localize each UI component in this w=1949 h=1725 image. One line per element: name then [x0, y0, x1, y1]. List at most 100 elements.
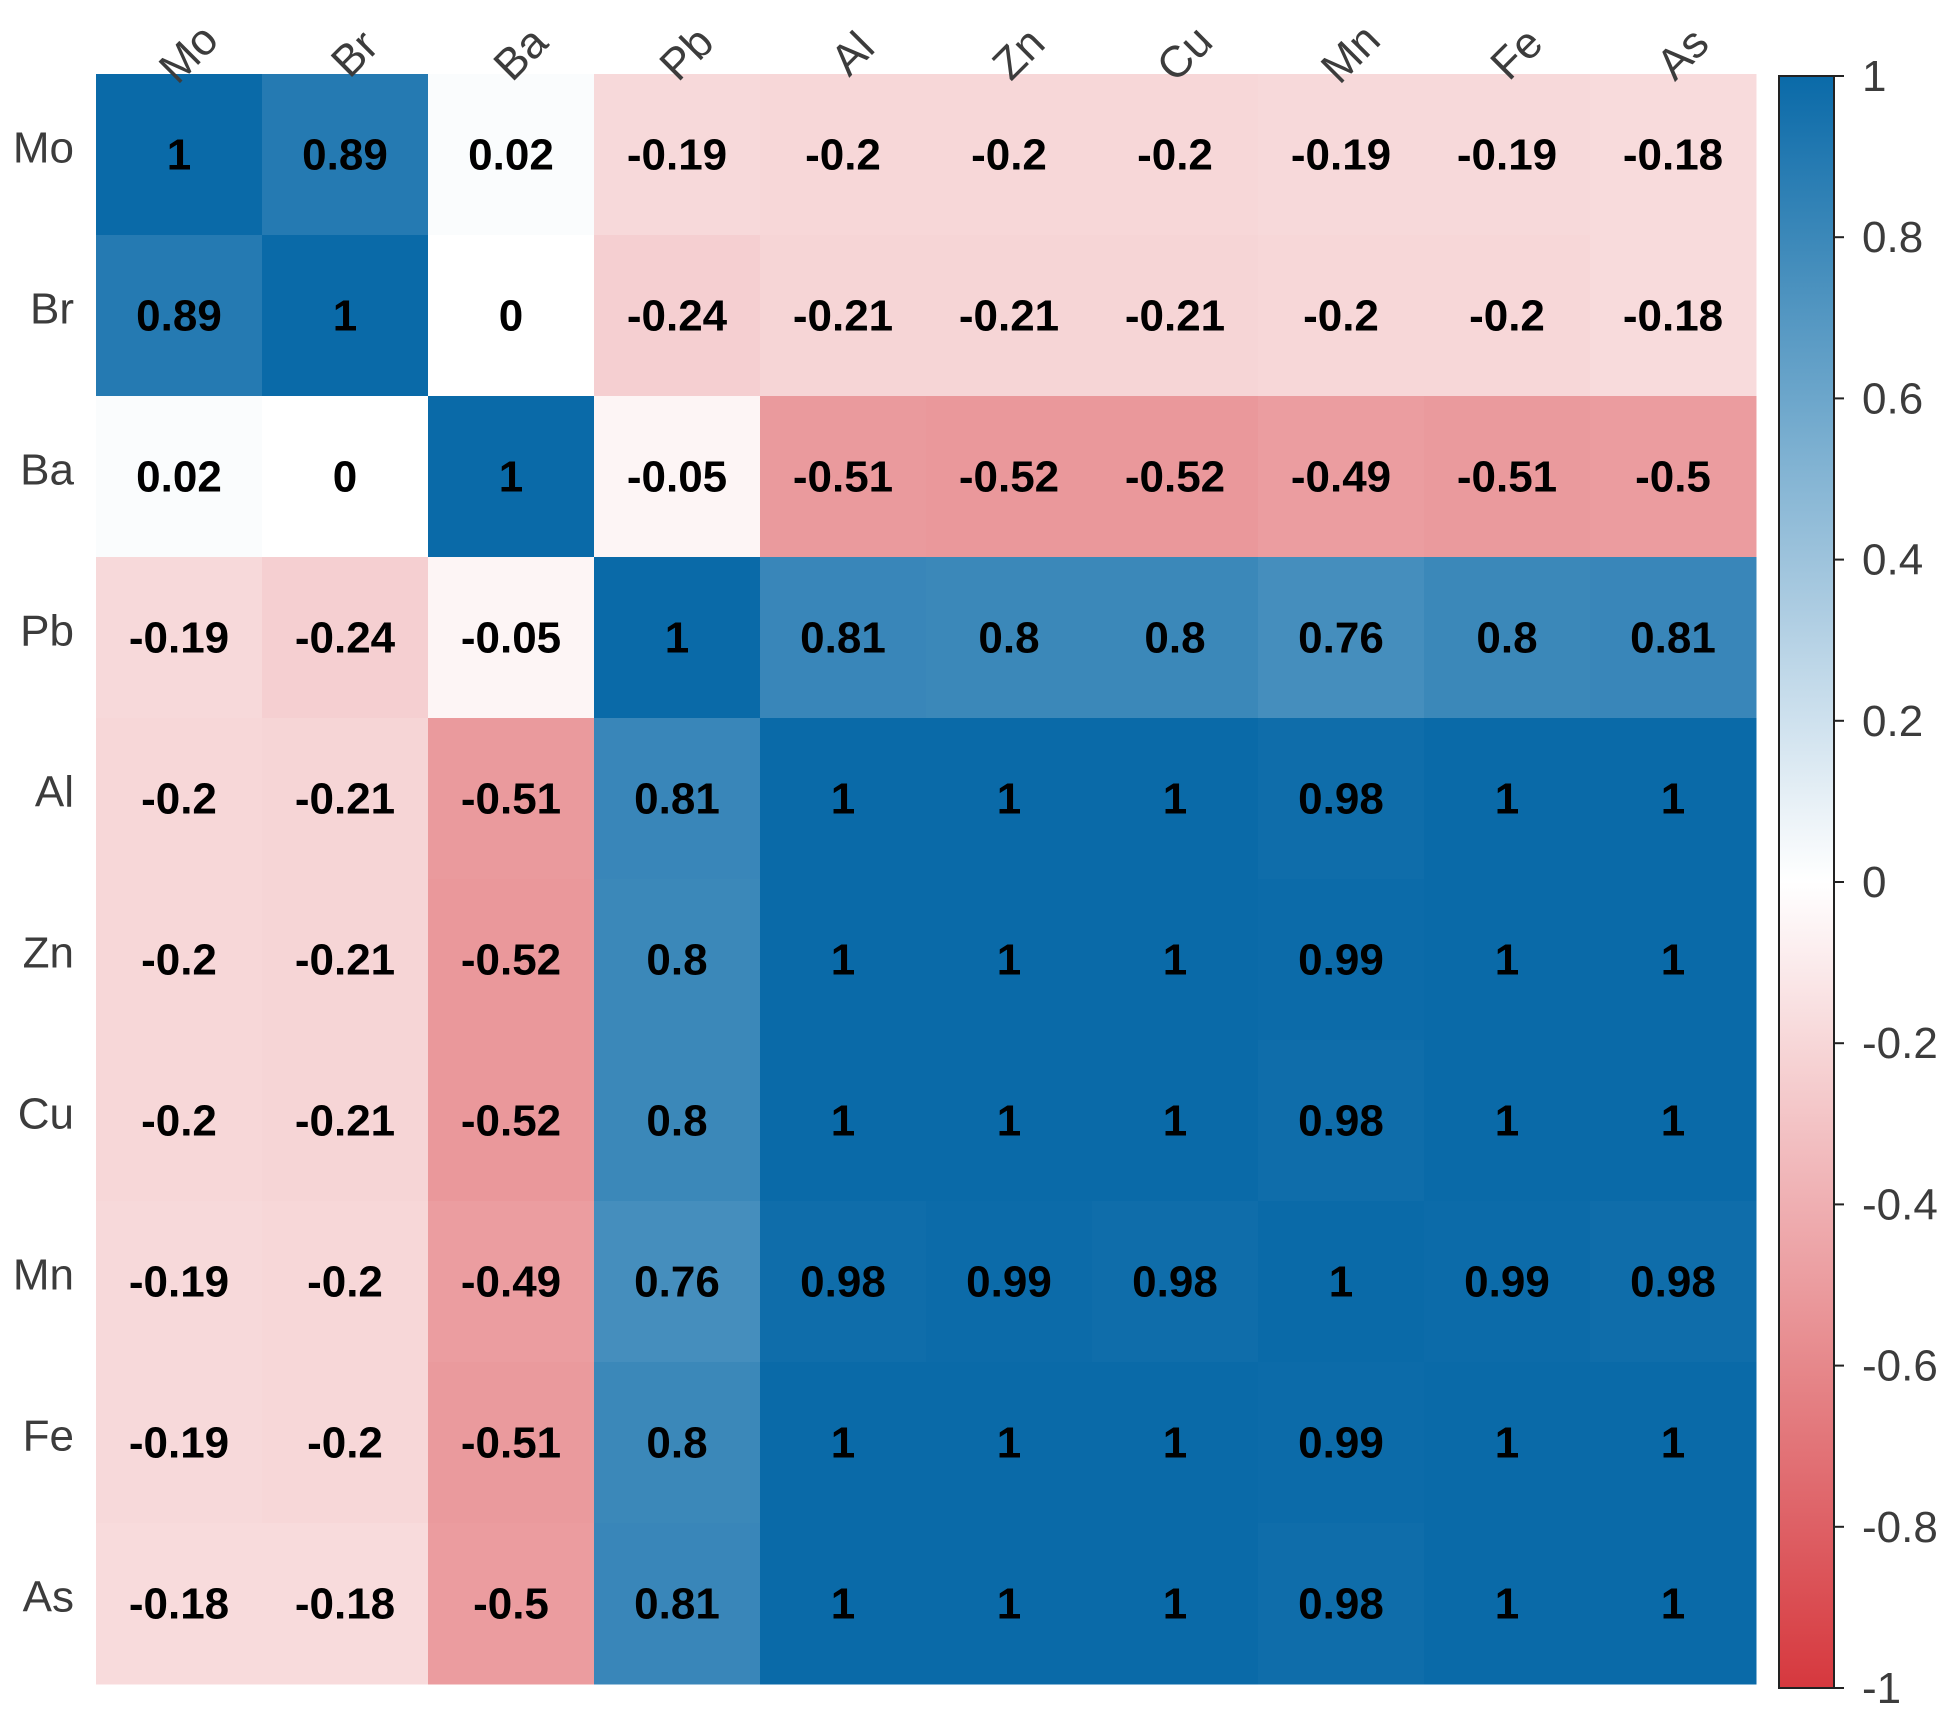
- heatmap-cell-Zn-As: [1590, 879, 1757, 1041]
- cell-value-Al-Zn: 1: [997, 775, 1021, 824]
- cell-value-Br-Cu: -0.21: [1125, 292, 1225, 341]
- cell-value-As-As: 1: [1661, 1580, 1685, 1629]
- row-label-As: As: [23, 1573, 74, 1622]
- cell-value-As-Mo: -0.18: [129, 1580, 229, 1629]
- cell-value-Al-Ba: -0.51: [461, 775, 561, 824]
- heatmap-cell-Zn-Ba: [428, 879, 595, 1041]
- cell-value-Al-As: 1: [1661, 775, 1685, 824]
- heatmap-cell-As-Zn: [926, 1523, 1093, 1685]
- cell-value-Fe-As: 1: [1661, 1419, 1685, 1468]
- cell-value-Br-Mo: 0.89: [136, 292, 222, 341]
- heatmap-cell-Cu-As: [1590, 1040, 1757, 1202]
- cell-value-Cu-Br: -0.21: [295, 1097, 395, 1146]
- heatmap-cell-Al-Ba: [428, 718, 595, 880]
- heatmap-cell-Mo-Mo: [96, 74, 263, 236]
- cell-value-Zn-Ba: -0.52: [461, 936, 561, 985]
- heatmap-cell-As-Al: [760, 1523, 927, 1685]
- colorbar-tick-label: -0.2: [1862, 1019, 1938, 1068]
- cell-value-Fe-Cu: 1: [1163, 1419, 1187, 1468]
- heatmap-cell-Fe-Zn: [926, 1362, 1093, 1524]
- cell-value-Pb-Al: 0.81: [800, 614, 886, 663]
- cell-value-Cu-Ba: -0.52: [461, 1097, 561, 1146]
- heatmap-cell-Pb-Fe: [1424, 557, 1591, 719]
- cell-value-Fe-Fe: 1: [1495, 1419, 1519, 1468]
- heatmap-cell-Br-Zn: [926, 235, 1093, 397]
- cell-value-Fe-Zn: 1: [997, 1419, 1021, 1468]
- colorbar-tick-label: -0.8: [1862, 1503, 1938, 1552]
- cell-value-Cu-Zn: 1: [997, 1097, 1021, 1146]
- cell-value-Mo-Zn: -0.2: [971, 131, 1047, 180]
- heatmap-cell-Br-Cu: [1092, 235, 1259, 397]
- cell-value-Ba-Cu: -0.52: [1125, 453, 1225, 502]
- heatmap-cell-Ba-Pb: [594, 396, 761, 558]
- cell-value-Mo-Pb: -0.19: [627, 131, 727, 180]
- cell-value-Mn-Br: -0.2: [307, 1258, 383, 1307]
- heatmap-cell-Mn-Cu: [1092, 1201, 1259, 1363]
- heatmap-cell-Pb-Al: [760, 557, 927, 719]
- heatmap-cell-Al-Cu: [1092, 718, 1259, 880]
- cell-value-Zn-Br: -0.21: [295, 936, 395, 985]
- cell-value-Pb-Ba: -0.05: [461, 614, 561, 663]
- cell-value-Zn-Al: 1: [831, 936, 855, 985]
- heatmap-cell-Pb-Zn: [926, 557, 1093, 719]
- row-label-Cu: Cu: [18, 1090, 74, 1139]
- heatmap-cell-As-Pb: [594, 1523, 761, 1685]
- heatmap-cell-Ba-Ba: [428, 396, 595, 558]
- heatmap-cell-Mo-As: [1590, 74, 1757, 236]
- cell-value-Cu-Pb: 0.8: [646, 1097, 707, 1146]
- heatmap-cell-Mn-Fe: [1424, 1201, 1591, 1363]
- heatmap-cell-Pb-Br: [262, 557, 429, 719]
- heatmap-cell-Br-Fe: [1424, 235, 1591, 397]
- cell-value-Br-Zn: -0.21: [959, 292, 1059, 341]
- cell-value-Ba-Fe: -0.51: [1457, 453, 1557, 502]
- cell-value-Ba-Mo: 0.02: [136, 453, 222, 502]
- cell-value-Br-Br: 1: [333, 292, 357, 341]
- colorbar-tick-label: -0.4: [1862, 1180, 1938, 1229]
- heatmap-cell-Mn-As: [1590, 1201, 1757, 1363]
- cell-value-Mn-Ba: -0.49: [461, 1258, 561, 1307]
- heatmap-cell-Mn-Pb: [594, 1201, 761, 1363]
- cell-value-Mo-As: -0.18: [1623, 131, 1723, 180]
- heatmap-cell-Br-Al: [760, 235, 927, 397]
- heatmap-cell-Br-Mo: [96, 235, 263, 397]
- cell-value-Cu-Cu: 1: [1163, 1097, 1187, 1146]
- heatmap-cell-Mo-Cu: [1092, 74, 1259, 236]
- row-label-Al: Al: [35, 768, 74, 817]
- heatmap-cell-Cu-Cu: [1092, 1040, 1259, 1202]
- cell-value-As-Cu: 1: [1163, 1580, 1187, 1629]
- heatmap-cell-As-Mn: [1258, 1523, 1425, 1685]
- cell-value-Pb-Mo: -0.19: [129, 614, 229, 663]
- heatmap-cell-Cu-Mo: [96, 1040, 263, 1202]
- cell-value-Fe-Pb: 0.8: [646, 1419, 707, 1468]
- heatmap-cell-Ba-Cu: [1092, 396, 1259, 558]
- heatmap-cell-Br-Ba: [428, 235, 595, 397]
- cell-value-Pb-Zn: 0.8: [978, 614, 1039, 663]
- heatmap-cell-Zn-Mo: [96, 879, 263, 1041]
- heatmap-cell-Zn-Zn: [926, 879, 1093, 1041]
- cell-value-Fe-Mn: 0.99: [1298, 1419, 1384, 1468]
- cell-value-Fe-Mo: -0.19: [129, 1419, 229, 1468]
- heatmap-cell-Mn-Mn: [1258, 1201, 1425, 1363]
- heatmap-cell-As-Fe: [1424, 1523, 1591, 1685]
- heatmap-cell-Fe-Ba: [428, 1362, 595, 1524]
- colorbar-tick-label: 0: [1862, 858, 1886, 907]
- cell-value-Pb-Fe: 0.8: [1476, 614, 1537, 663]
- heatmap-cell-Pb-Mn: [1258, 557, 1425, 719]
- cell-value-Mn-Al: 0.98: [800, 1258, 886, 1307]
- heatmap-cell-As-Ba: [428, 1523, 595, 1685]
- cell-value-Br-Pb: -0.24: [627, 292, 728, 341]
- heatmap-cell-Mn-Zn: [926, 1201, 1093, 1363]
- heatmap-cell-Al-Al: [760, 718, 927, 880]
- cell-value-Al-Mn: 0.98: [1298, 775, 1384, 824]
- heatmap-cell-Br-Mn: [1258, 235, 1425, 397]
- cell-value-Mn-Zn: 0.99: [966, 1258, 1052, 1307]
- heatmap-cell-Mn-Mo: [96, 1201, 263, 1363]
- cell-value-Fe-Ba: -0.51: [461, 1419, 561, 1468]
- heatmap-cell-Mn-Al: [760, 1201, 927, 1363]
- cell-value-Mn-Fe: 0.99: [1464, 1258, 1550, 1307]
- heatmap-cell-Fe-Mo: [96, 1362, 263, 1524]
- heatmap-cell-Al-Mn: [1258, 718, 1425, 880]
- colorbar: [1779, 76, 1834, 1688]
- heatmap-cell-Cu-Zn: [926, 1040, 1093, 1202]
- heatmap-cell-Cu-Al: [760, 1040, 927, 1202]
